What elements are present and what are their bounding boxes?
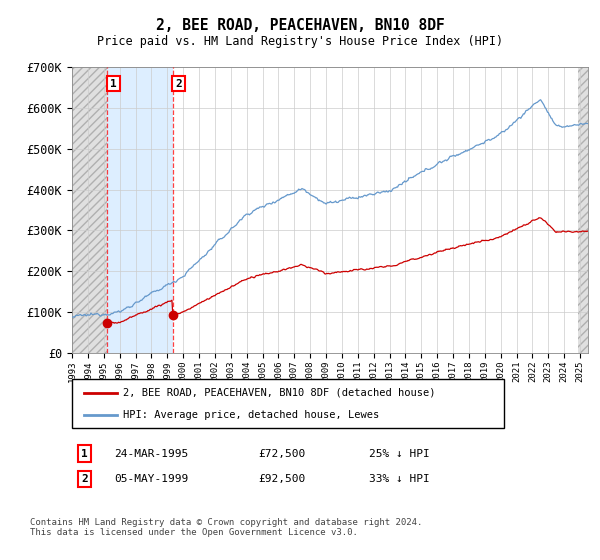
Text: 2, BEE ROAD, PEACEHAVEN, BN10 8DF (detached house): 2, BEE ROAD, PEACEHAVEN, BN10 8DF (detac… bbox=[123, 388, 436, 398]
Text: 05-MAY-1999: 05-MAY-1999 bbox=[114, 474, 188, 484]
Text: HPI: Average price, detached house, Lewes: HPI: Average price, detached house, Lewe… bbox=[123, 409, 379, 419]
Text: 2: 2 bbox=[175, 78, 182, 88]
Text: 2: 2 bbox=[81, 474, 88, 484]
Text: Price paid vs. HM Land Registry's House Price Index (HPI): Price paid vs. HM Land Registry's House … bbox=[97, 35, 503, 49]
Text: £92,500: £92,500 bbox=[258, 474, 305, 484]
Bar bbox=[578, 67, 595, 353]
Text: Contains HM Land Registry data © Crown copyright and database right 2024.
This d: Contains HM Land Registry data © Crown c… bbox=[30, 518, 422, 538]
Text: 1: 1 bbox=[81, 449, 88, 459]
Text: 25% ↓ HPI: 25% ↓ HPI bbox=[369, 449, 430, 459]
Text: 2, BEE ROAD, PEACEHAVEN, BN10 8DF: 2, BEE ROAD, PEACEHAVEN, BN10 8DF bbox=[155, 18, 445, 32]
Text: 33% ↓ HPI: 33% ↓ HPI bbox=[369, 474, 430, 484]
Text: £72,500: £72,500 bbox=[258, 449, 305, 459]
Bar bbox=[72, 67, 107, 353]
Bar bbox=[107, 67, 173, 353]
Text: 1: 1 bbox=[110, 78, 117, 88]
Text: 24-MAR-1995: 24-MAR-1995 bbox=[114, 449, 188, 459]
